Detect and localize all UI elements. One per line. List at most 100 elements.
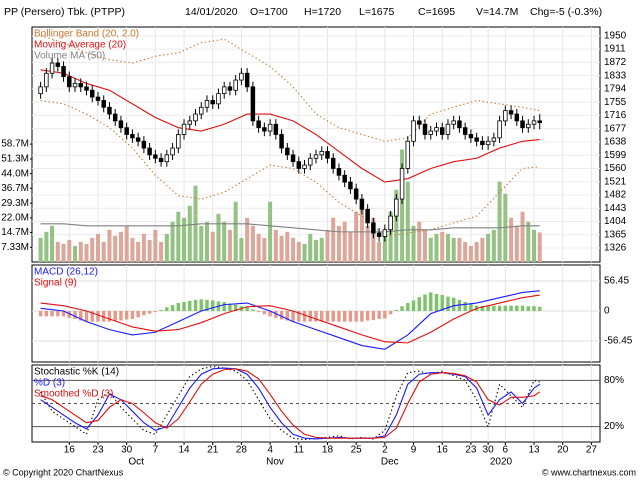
candle-body [84, 86, 89, 91]
candle-body [187, 120, 193, 125]
candle-body [462, 127, 468, 135]
volume-bar [55, 241, 60, 262]
copyright: © Copyright 2020 ChartNexus [3, 467, 124, 477]
candle-body [330, 157, 336, 169]
macd-histogram-bar [388, 311, 393, 315]
y-tick-label: -56.45 [604, 336, 633, 347]
y-tick-label: 0 [604, 306, 610, 317]
candle-body [107, 106, 112, 115]
macd-histogram-bar [67, 311, 72, 318]
candle-body [78, 83, 84, 88]
volume-bar [348, 231, 353, 262]
volume-bar [141, 233, 146, 262]
candle-body [95, 96, 101, 101]
volume-bar [216, 213, 221, 262]
volume-bar [273, 229, 278, 262]
y2-tick-label: 44.0M [1, 168, 29, 179]
x-tick-label: 9 [411, 445, 417, 456]
macd-histogram-bar [222, 301, 226, 312]
volume-bar [331, 217, 336, 262]
y-tick-label: 1443 [604, 203, 627, 214]
volume-bar [486, 233, 491, 262]
macd-histogram-bar [526, 306, 531, 312]
volume-bar [176, 211, 181, 262]
volume-bar [354, 211, 359, 262]
volume-bar [342, 221, 347, 262]
month-label: Nov [266, 457, 284, 468]
candle-body [508, 110, 514, 115]
volume-bar [159, 241, 164, 262]
macd-histogram-bar [434, 294, 439, 312]
volume-bar [509, 217, 514, 262]
legend-entry: Stochastic %K (14) [34, 367, 119, 378]
volume-bar [296, 241, 301, 262]
close: C=1695 [418, 6, 455, 18]
candle-body [526, 123, 531, 129]
volume-bar [537, 232, 542, 262]
macd-histogram-bar [38, 311, 43, 317]
macd-histogram-bar [400, 306, 404, 312]
x-tick-label: 6 [503, 445, 509, 456]
macd-histogram-bar [297, 311, 301, 322]
macd-histogram-bar [291, 311, 295, 322]
macd-histogram-bar [538, 306, 542, 312]
macd-histogram-bar [44, 311, 49, 317]
macd-histogram-bar [331, 311, 335, 322]
candle-body [457, 120, 462, 129]
macd-histogram-bar [211, 300, 215, 312]
volume-bar [440, 231, 445, 262]
volume-bar [136, 241, 141, 262]
candle-body [359, 198, 365, 210]
y2-tick-label: 58.7M [1, 139, 29, 150]
candle-body [365, 208, 370, 224]
x-tick-label: 16 [437, 445, 449, 456]
x-tick-label: 13 [528, 445, 540, 456]
macd-histogram-bar [182, 301, 186, 312]
volume-bar [285, 231, 290, 262]
candle-body [348, 181, 353, 190]
y-tick-label: 1365 [604, 229, 627, 240]
y-tick-label: 1950 [604, 30, 627, 41]
candle-body [531, 120, 537, 125]
candle-body [55, 62, 61, 67]
x-tick-label: 16 [64, 445, 76, 456]
macd-histogram-bar [325, 311, 330, 322]
macd-histogram-bar [417, 297, 421, 312]
volume-bar [78, 241, 83, 262]
y-tick-label: 1716 [604, 110, 627, 121]
macd-histogram-bar [354, 311, 358, 322]
candle-body [244, 72, 250, 88]
candle-body [67, 76, 72, 88]
site: © www.chartnexus.com [542, 467, 636, 477]
volume-bar [61, 243, 66, 262]
candle-body [233, 79, 238, 91]
macd-histogram-bar [394, 309, 399, 312]
volume: V=14.7M [476, 6, 518, 18]
macd-histogram-bar [492, 305, 496, 312]
volume-bar [388, 211, 393, 262]
candle-body [342, 174, 347, 183]
volume-bar [308, 233, 313, 262]
candle-body [181, 123, 187, 135]
x-tick-label: 23 [465, 445, 477, 456]
y2-tick-label: 29.3M [1, 198, 29, 209]
volume-bar [463, 241, 468, 262]
candle-body [434, 127, 439, 132]
y-tick-label: 1911 [604, 44, 626, 55]
macd-histogram-bar [451, 297, 456, 312]
volume-bar [428, 237, 433, 262]
volume-bar [411, 225, 416, 262]
candle-body [336, 168, 342, 176]
candle-body [399, 168, 405, 200]
macd-histogram-bar [159, 309, 163, 312]
candle-body [491, 137, 497, 142]
candle-body [428, 130, 433, 135]
macd-histogram-bar [170, 305, 175, 312]
legend-entry: Moving Average (20) [34, 40, 126, 51]
candle-body [239, 72, 244, 81]
volume-bar [107, 229, 112, 262]
volume-bar [113, 235, 118, 262]
candle-body [38, 86, 43, 95]
ma-line [40, 69, 540, 183]
macd-histogram-bar [429, 292, 433, 312]
